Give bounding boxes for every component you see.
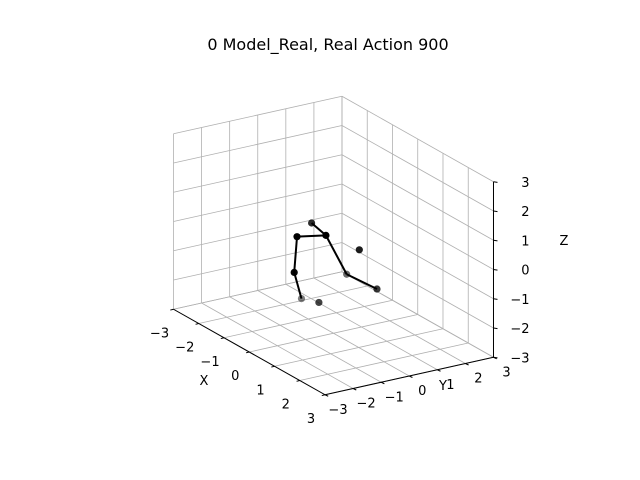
x-tick-label: −2 [175, 341, 194, 356]
x-tick-label: −1 [200, 355, 219, 370]
x-tick-mark [195, 323, 199, 325]
x-tick-mark [271, 365, 275, 368]
y-tick-mark [437, 369, 441, 372]
y-axis-label: Y [438, 379, 447, 394]
grid-line-sidewall-z [173, 183, 343, 222]
z-tick-mark [493, 210, 498, 213]
skeleton-bone [293, 236, 299, 273]
z-tick-mark [493, 298, 498, 300]
z-tick-label: 1 [521, 234, 529, 249]
z-tick-label: 3 [521, 176, 529, 191]
z-axis-label: Z [560, 234, 569, 249]
grid-line-sidewall-z [173, 125, 343, 164]
z-tick-label: 0 [521, 264, 529, 279]
joint-point [293, 233, 301, 241]
joint-point [322, 231, 330, 239]
x-tick-label: 2 [282, 398, 290, 413]
chart-title: 0 Model_Real, Real Action 900 [207, 35, 448, 55]
z-tick-mark [493, 269, 498, 271]
y-tick-label: 0 [418, 384, 426, 399]
x-tick-label: −3 [150, 326, 169, 341]
y-tick-label: 2 [474, 372, 482, 387]
grid-line-floor-y [229, 296, 382, 383]
joint-point [315, 298, 323, 307]
grid-line-floor-y [313, 277, 466, 364]
grid-line-sidewall-z [173, 212, 343, 252]
skeleton-bone [293, 272, 303, 299]
skeleton-bone [325, 234, 348, 275]
y-tick-label: −1 [385, 390, 404, 405]
y-tick-mark [409, 375, 413, 378]
x-tick-label: 3 [307, 412, 315, 427]
grid-line-floor-y [285, 283, 438, 371]
x-tick-mark [245, 351, 250, 354]
joint-point [355, 246, 363, 254]
z-tick-mark [493, 356, 498, 359]
y-tick-label: 3 [502, 365, 510, 380]
joint-point [297, 295, 306, 303]
z-tick-mark [493, 181, 498, 183]
skeleton-plot [290, 219, 381, 307]
z-tick-mark [493, 239, 498, 242]
y-tick-mark [380, 381, 385, 385]
joint-point [343, 270, 351, 278]
grid-lines [173, 95, 494, 396]
y-tick-mark [352, 388, 357, 391]
y-tick-mark [324, 394, 329, 397]
grid-line-floor-y [201, 302, 354, 389]
y-tick-label: 1 [446, 378, 454, 393]
x-tick-mark [220, 337, 225, 340]
x-tick-mark [321, 394, 326, 397]
grid-line-backwall-z [341, 125, 494, 212]
z-tick-label: 2 [521, 205, 529, 220]
grid-line-backwall-z [341, 183, 494, 270]
x-tick-label: 1 [256, 383, 264, 398]
grid-line-sidewall-z [173, 154, 343, 193]
grid-line-sidewall-z [173, 271, 343, 310]
y-tick-label: −3 [328, 403, 347, 418]
axis-lines [170, 181, 498, 397]
x-tick-mark [170, 308, 174, 311]
grid-line-sidewall-z [173, 95, 343, 135]
joint-point [290, 268, 298, 276]
grid-line-backwall-z [341, 212, 494, 300]
grid-line-backwall-z [341, 154, 494, 241]
x-axis-label: X [200, 374, 209, 389]
z-tick-label: −3 [510, 351, 529, 366]
grid-line-backwall-z [341, 242, 494, 329]
joint-point [373, 285, 381, 293]
grid-line-sidewall-z [173, 242, 343, 281]
grid-line-backwall-z [341, 271, 494, 358]
joint-point [308, 219, 316, 227]
x-tick-label: 0 [231, 369, 239, 384]
x-tick-mark [296, 380, 300, 382]
y-tick-label: −2 [357, 397, 376, 412]
skeleton-bone [346, 273, 378, 290]
grid-line-backwall-z [341, 95, 494, 183]
z-tick-label: −1 [510, 293, 529, 308]
skeleton-bone [296, 234, 326, 238]
grid-line-floor-y [257, 290, 410, 377]
z-tick-label: −2 [510, 322, 529, 337]
z-tick-mark [493, 327, 498, 330]
y-tick-mark [465, 363, 469, 366]
